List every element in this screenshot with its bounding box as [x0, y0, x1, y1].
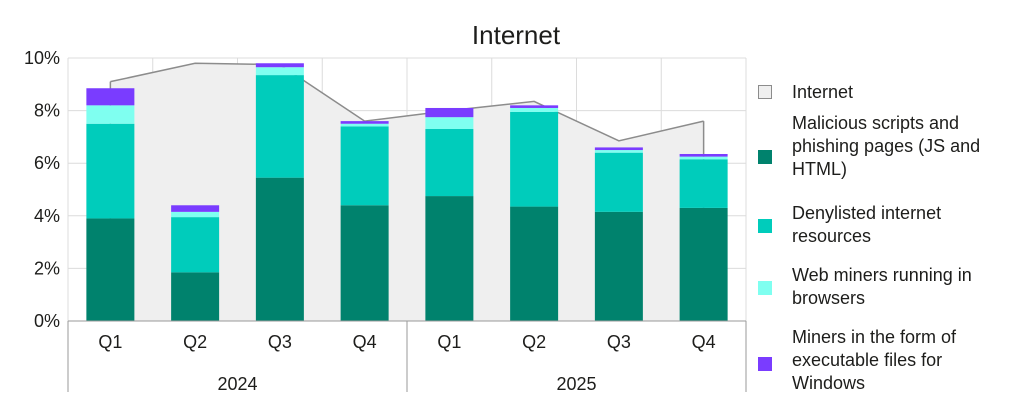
chart-title: Internet: [472, 20, 561, 50]
bar-malicious-scripts: [425, 196, 474, 321]
bar-executable-miners: [510, 105, 559, 108]
bar-denylisted: [594, 152, 643, 212]
legend-swatch-executable-miners: [758, 357, 772, 371]
legend-label-web-miners: Web miners running in browsers: [792, 265, 972, 308]
bar-executable-miners: [340, 121, 389, 124]
legend-label-denylisted: Denylisted internet resources: [792, 203, 942, 246]
x-tick-label: Q2: [522, 332, 546, 352]
bar-denylisted: [340, 126, 389, 206]
bar-denylisted: [86, 123, 135, 219]
bar-executable-miners: [255, 63, 304, 68]
bar-executable-miners: [425, 107, 474, 118]
internet-area-line: [110, 62, 704, 142]
x-tick-label: Q3: [268, 332, 292, 352]
bars: [86, 63, 728, 321]
bar-denylisted: [679, 159, 728, 208]
group-label: 2024: [217, 374, 257, 394]
legend-swatch-internet: [758, 85, 772, 99]
y-tick-label: 4%: [34, 206, 60, 226]
bar-malicious-scripts: [171, 272, 220, 321]
x-tick-label: Q4: [353, 332, 377, 352]
group-label: 2025: [556, 374, 596, 394]
y-tick-label: 0%: [34, 311, 60, 331]
y-tick-label: 2%: [34, 258, 60, 278]
bar-malicious-scripts: [594, 211, 643, 321]
legend-swatch-web-miners: [758, 281, 772, 295]
y-tick-label: 10%: [24, 48, 60, 68]
bar-executable-miners: [86, 88, 135, 106]
bar-executable-miners: [594, 147, 643, 151]
x-tick-label: Q1: [98, 332, 122, 352]
axes: 0% 2% 4% 6% 8% 10% Q1 Q2 Q3 Q4 Q1 Q2 Q3 Q4 2024 2025: [24, 48, 747, 394]
bar-malicious-scripts: [340, 205, 389, 321]
bar-web-miners: [425, 117, 474, 130]
bar-denylisted: [425, 129, 474, 197]
bar-malicious-scripts: [510, 206, 559, 321]
legend-swatch-denylisted: [758, 219, 772, 233]
bar-malicious-scripts: [679, 207, 728, 321]
bar-malicious-scripts: [86, 218, 135, 321]
bar-web-miners: [510, 107, 559, 112]
y-tick-label: 6%: [34, 153, 60, 173]
legend-swatch-malicious-scripts: [758, 150, 772, 164]
bar-web-miners: [171, 211, 220, 218]
x-tick-label: Q3: [607, 332, 631, 352]
bar-denylisted: [255, 75, 304, 178]
x-tick-label: Q2: [183, 332, 207, 352]
x-tick-label: Q4: [692, 332, 716, 352]
bar-denylisted: [171, 217, 220, 273]
bar-executable-miners: [679, 153, 728, 157]
bar-web-miners: [86, 105, 135, 124]
legend-label-executable-miners: Miners in the form of executable files f…: [792, 327, 957, 393]
x-tick-label: Q1: [437, 332, 461, 352]
bar-web-miners: [340, 123, 389, 127]
legend-label-internet: Internet: [792, 82, 854, 102]
bar-denylisted: [510, 111, 559, 207]
bar-web-miners: [255, 67, 304, 76]
bar-executable-miners: [171, 205, 220, 212]
bar-web-miners: [594, 150, 643, 153]
legend-label-malicious-scripts: Malicious scripts and phishing pages (JS…: [792, 113, 981, 179]
bar-web-miners: [679, 156, 728, 160]
bar-malicious-scripts: [255, 177, 304, 321]
y-tick-label: 8%: [34, 101, 60, 121]
